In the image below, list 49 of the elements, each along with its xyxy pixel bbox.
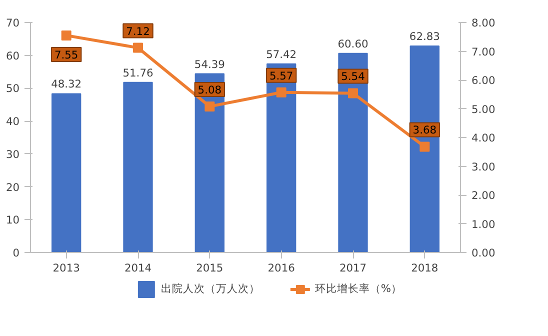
y2-tick-label: 6.00 <box>472 74 496 87</box>
point <box>204 101 215 112</box>
y2-tick-label: 4.00 <box>472 132 496 144</box>
data-label: 54.39 <box>194 58 226 71</box>
y-tick-label: 70 <box>6 16 20 30</box>
y2-tick-label: 5.00 <box>472 102 496 116</box>
legend-label: 出院人次（万人次） <box>160 282 260 296</box>
x-tick-label: 2017 <box>339 262 367 274</box>
bar <box>410 46 440 252</box>
y2-tick-label: 7.00 <box>472 45 496 58</box>
y2-tick-label: 8.00 <box>472 16 496 30</box>
x-tick-label: 2013 <box>52 262 80 274</box>
data-label: 3.68 <box>412 124 437 137</box>
data-label: 7.55 <box>54 48 78 62</box>
y2-tick-label: 3.00 <box>472 160 496 174</box>
bar <box>194 73 224 252</box>
y2-tick-label: 2.00 <box>472 189 496 202</box>
data-label: 51.76 <box>122 66 154 80</box>
x-tick-label: 2015 <box>196 262 224 274</box>
data-label: 5.57 <box>269 69 294 82</box>
y-tick-label: 30 <box>6 148 20 161</box>
y2-tick-label: 1.00 <box>472 218 496 231</box>
data-label: 60.60 <box>338 37 368 50</box>
x-tick-label: 2016 <box>268 262 296 274</box>
y2-tick-label: 0.00 <box>472 246 496 260</box>
data-label: 57.42 <box>266 48 297 61</box>
data-label: 62.83 <box>409 30 440 44</box>
y-tick-label: 20 <box>6 180 20 194</box>
data-label: 7.12 <box>126 24 150 38</box>
y-tick-label: 40 <box>6 115 20 128</box>
data-label: 5.08 <box>198 83 222 96</box>
point <box>133 42 143 53</box>
data-label: 48.32 <box>51 78 82 91</box>
y-tick-label: 0 <box>12 246 20 260</box>
x-tick-label: 2018 <box>411 262 438 274</box>
legend-label: 环比增长率（%） <box>314 282 402 296</box>
data-label: 5.54 <box>341 70 366 84</box>
bar <box>52 93 82 252</box>
point <box>420 142 430 152</box>
x-tick-label: 2014 <box>124 262 152 274</box>
bar <box>266 63 296 252</box>
bar <box>123 82 153 252</box>
y-tick-label: 60 <box>6 49 20 62</box>
bar <box>338 52 368 252</box>
point <box>276 87 286 98</box>
y-tick-label: 50 <box>6 82 20 96</box>
point <box>348 88 358 98</box>
point <box>61 30 72 40</box>
y-tick-label: 10 <box>6 214 20 227</box>
